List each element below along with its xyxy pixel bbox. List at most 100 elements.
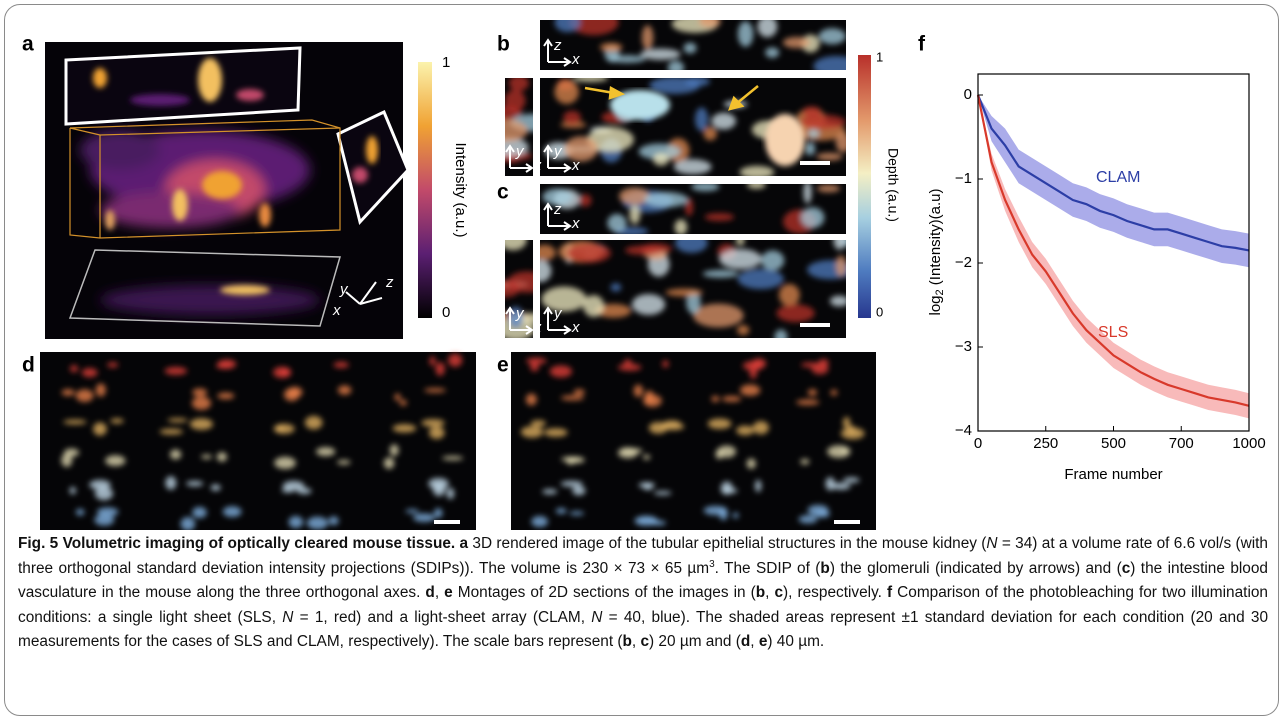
blob	[190, 418, 213, 430]
blob	[737, 269, 783, 290]
y-tick-label: 0	[964, 86, 972, 103]
x-tick-label: 0	[974, 435, 982, 452]
blob	[97, 507, 118, 516]
caption-text: d	[425, 584, 434, 601]
x-tick-label: 500	[1101, 435, 1126, 452]
blob	[722, 396, 741, 402]
blob	[619, 187, 650, 204]
y-axis-label-part: log	[927, 295, 944, 315]
blob	[429, 426, 445, 438]
blob	[288, 387, 303, 398]
blob	[338, 385, 352, 394]
blob	[574, 389, 585, 395]
caption-text: c	[640, 633, 649, 650]
axis-label: x	[571, 51, 580, 68]
blob	[280, 368, 290, 376]
blob	[550, 365, 572, 377]
blob	[223, 506, 242, 517]
caption-text: b	[623, 633, 632, 650]
blob	[573, 74, 608, 82]
blob	[711, 113, 736, 130]
axis-label: z	[553, 37, 562, 54]
blob	[316, 447, 335, 456]
blob	[640, 49, 680, 60]
caption-text: b	[756, 584, 765, 601]
blob	[803, 181, 811, 204]
colorbar	[858, 55, 871, 318]
blob	[693, 304, 744, 328]
caption-text: ,	[435, 584, 444, 601]
panel-label: e	[497, 354, 509, 377]
blob	[721, 481, 733, 494]
caption-text: b	[820, 560, 829, 577]
montages	[40, 352, 876, 530]
caption-text: ) the glomeruli (indicated by arrows) an…	[830, 560, 1122, 577]
blob	[307, 517, 328, 530]
blob	[704, 127, 717, 141]
caption-text: e	[444, 584, 453, 601]
caption-text: N	[986, 535, 997, 552]
axis-label: z	[385, 274, 394, 291]
blob	[736, 426, 754, 436]
y-axis-label-part: (Intensity)(a.u)	[927, 188, 944, 289]
blob	[705, 213, 735, 221]
montage	[511, 352, 876, 530]
blob	[757, 16, 777, 37]
blob	[186, 481, 203, 486]
blob	[674, 159, 712, 174]
colorbar	[418, 62, 432, 318]
blob	[542, 489, 557, 494]
blob	[761, 250, 784, 270]
scale-bar	[800, 323, 830, 327]
y-tick-label: −2	[955, 254, 972, 271]
caption-text: . The SDIP of (	[715, 560, 821, 577]
colorbar-min: 0	[442, 304, 450, 321]
blob	[201, 455, 212, 459]
blob	[755, 480, 761, 492]
blob	[544, 428, 568, 437]
panel-label: b	[497, 33, 510, 56]
y-tick-label: −4	[955, 422, 972, 439]
blob	[165, 367, 188, 375]
blob	[105, 455, 125, 466]
blob	[276, 425, 284, 432]
y-axis-label: log2 (Intensity)(a.u)	[927, 188, 946, 315]
blob	[819, 28, 846, 44]
blob	[400, 400, 407, 406]
blob	[192, 397, 211, 410]
blob	[61, 454, 72, 467]
colorbar-min: 0	[876, 304, 883, 319]
blob	[110, 418, 124, 423]
blob	[816, 153, 842, 161]
blob	[642, 25, 654, 50]
blob	[644, 192, 688, 207]
blob	[801, 362, 820, 367]
blob	[830, 296, 849, 307]
blob	[76, 509, 85, 516]
blob	[654, 491, 672, 495]
blob	[740, 385, 760, 396]
blob	[509, 75, 529, 91]
caption-text: a	[460, 535, 469, 552]
blob	[802, 106, 821, 117]
blob	[800, 115, 846, 130]
x-tick-label: 250	[1033, 435, 1058, 452]
blob	[624, 359, 632, 365]
blob	[442, 456, 463, 460]
blob	[783, 37, 810, 48]
blob	[695, 107, 708, 131]
blob	[618, 364, 642, 371]
blob	[799, 515, 818, 523]
blob	[643, 455, 650, 460]
caption-text: ), respectively.	[783, 584, 887, 601]
blob	[704, 506, 728, 515]
blob	[76, 389, 94, 402]
caption-text: c	[774, 584, 783, 601]
blob	[394, 393, 400, 400]
montage	[40, 352, 476, 530]
blob	[160, 429, 184, 435]
blob	[625, 245, 663, 255]
blob	[808, 129, 820, 138]
blob	[334, 362, 349, 368]
